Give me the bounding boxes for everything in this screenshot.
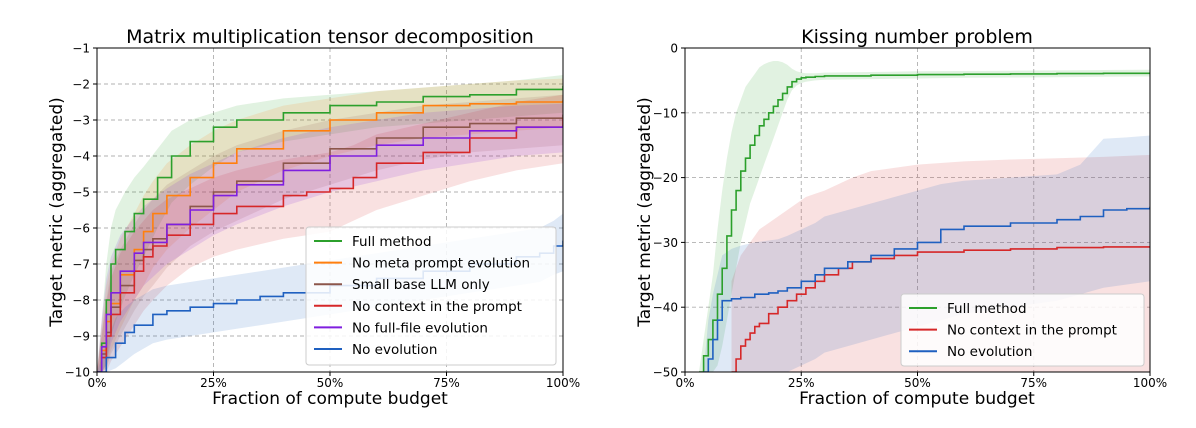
line-no-context-in-the-prompt (97, 118, 563, 372)
y-tick-label: −10 (653, 106, 678, 120)
legend-label: No evolution (352, 342, 437, 358)
x-tick-label: 0% (87, 376, 106, 390)
y-tick-label: −2 (72, 78, 90, 92)
y-tick-label: −9 (72, 330, 90, 344)
legend-label: No context in the prompt (947, 323, 1117, 339)
legend-box (305, 226, 557, 366)
y-ticks: −10 −9 −8 −7 −6 −5 −4 −3 −2 −1 (65, 42, 97, 380)
legend-item-no-full-file-evolution: No full-file evolution (314, 320, 488, 336)
x-ticks: 0% 25% 50% 75% 100% (675, 372, 1167, 390)
legend-item-full-method: Full method (909, 301, 1027, 317)
y-tick-label: −30 (653, 236, 678, 250)
band-full-method (699, 61, 1150, 372)
legend-item-no-evolution: No evolution (314, 342, 437, 358)
legend-label: Full method (947, 301, 1027, 317)
line-no-context-in-the-prompt (731, 246, 1150, 372)
y-axis-label: Target metric (aggregated) (47, 97, 67, 328)
y-tick-label: −10 (65, 366, 90, 380)
legend-label: Small base LLM only (352, 277, 490, 293)
x-tick-label: 0% (675, 376, 694, 390)
y-tick-label: −7 (72, 258, 90, 272)
y-tick-label: −8 (72, 294, 90, 308)
legend-label: No meta prompt evolution (352, 256, 530, 272)
band-no-meta-prompt-evolution (97, 78, 563, 372)
x-tick-label: 100% (546, 376, 580, 390)
y-tick-label: −40 (653, 301, 678, 315)
line-no-evolution (703, 206, 1150, 372)
y-tick-label: 0 (670, 42, 678, 56)
legend-item-no-context-in-the-prompt: No context in the prompt (314, 299, 522, 315)
band-no-context-in-the-prompt (97, 94, 563, 372)
series-lines (699, 72, 1150, 372)
line-no-full-file-evolution (97, 125, 563, 372)
chart-kissing-number: Kissing number problem 0% 25% 50% 75% 100% −… (635, 26, 1167, 409)
band-no-evolution (703, 135, 1150, 372)
legend-label: No context in the prompt (352, 299, 522, 315)
y-axis-label: Target metric (aggregated) (635, 97, 655, 328)
legend-item-full-method: Full method (314, 234, 432, 250)
x-tick-label: 75% (1020, 376, 1047, 390)
x-ticks: 0% 25% 50% 75% 100% (87, 372, 580, 390)
y-tick-label: −3 (72, 114, 90, 128)
x-tick-label: 25% (788, 376, 815, 390)
legend-item-no-evolution: No evolution (909, 344, 1032, 360)
legend-item-small-base-llm-only: Small base LLM only (314, 277, 490, 293)
chart-title: Kissing number problem (801, 26, 1033, 48)
y-tick-label: −5 (72, 186, 90, 200)
legend: Full method No meta prompt evolution Small… (305, 226, 557, 366)
y-ticks: −50 −40 −30 −20 −10 0 (653, 42, 685, 380)
y-tick-label: −1 (72, 42, 90, 56)
legend-label: Full method (352, 234, 432, 250)
x-axis-label: Fraction of compute budget (799, 389, 1035, 409)
legend: Full method No context in the prompt No ev… (900, 293, 1145, 367)
line-full-method (97, 85, 563, 372)
y-tick-label: −4 (72, 150, 90, 164)
x-tick-label: 25% (200, 376, 227, 390)
y-tick-label: −6 (72, 222, 90, 236)
chart-matrix-multiplication: Matrix multiplication tensor decompositi… (47, 26, 580, 409)
y-tick-label: −20 (653, 171, 678, 185)
line-full-method (699, 72, 1150, 372)
legend-item-no-context-in-the-prompt: No context in the prompt (909, 323, 1117, 339)
x-tick-label: 75% (433, 376, 460, 390)
y-tick-label: −50 (653, 366, 678, 380)
x-axis-label: Fraction of compute budget (212, 389, 448, 409)
chart-title: Matrix multiplication tensor decompositi… (126, 26, 534, 48)
x-tick-label: 50% (904, 376, 931, 390)
legend-label: No full-file evolution (352, 320, 488, 336)
legend-box (900, 293, 1145, 367)
band-full-method (97, 75, 563, 372)
legend-label: No evolution (947, 344, 1032, 360)
x-tick-label: 50% (317, 376, 344, 390)
legend-item-no-meta-prompt-evolution: No meta prompt evolution (314, 256, 530, 272)
x-tick-label: 100% (1133, 376, 1167, 390)
